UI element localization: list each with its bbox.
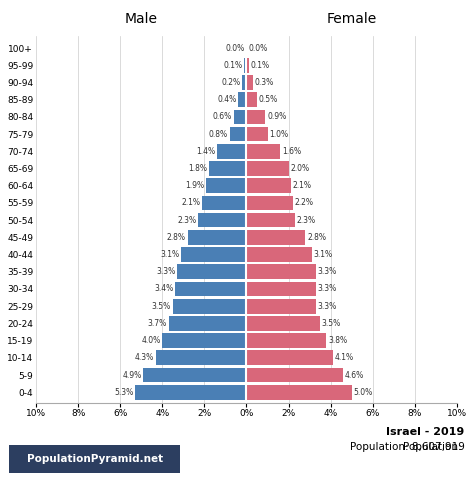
Text: 0.1%: 0.1% bbox=[250, 61, 269, 70]
Text: 0.6%: 0.6% bbox=[213, 112, 232, 121]
Bar bbox=[198, 213, 246, 228]
Bar bbox=[229, 127, 246, 141]
Text: 2.2%: 2.2% bbox=[294, 198, 313, 207]
Bar bbox=[238, 92, 246, 107]
Text: 3.5%: 3.5% bbox=[322, 319, 341, 328]
Text: 0.1%: 0.1% bbox=[224, 61, 243, 70]
Text: 4.6%: 4.6% bbox=[345, 370, 364, 380]
Bar bbox=[246, 333, 327, 348]
Bar bbox=[246, 264, 316, 279]
Text: 0.4%: 0.4% bbox=[217, 95, 237, 104]
Bar bbox=[156, 350, 246, 365]
Text: 5.3%: 5.3% bbox=[114, 388, 133, 397]
Bar bbox=[135, 385, 246, 400]
Bar bbox=[246, 144, 280, 159]
Text: 2.3%: 2.3% bbox=[297, 216, 316, 225]
Bar bbox=[175, 282, 246, 296]
Text: PopulationPyramid.net: PopulationPyramid.net bbox=[27, 454, 163, 464]
Text: 3.1%: 3.1% bbox=[313, 250, 333, 259]
Text: Population:: Population: bbox=[402, 442, 465, 452]
Bar bbox=[246, 230, 305, 245]
Text: Israel - 2019: Israel - 2019 bbox=[386, 427, 465, 437]
Text: 0.2%: 0.2% bbox=[221, 78, 241, 87]
Text: 3.3%: 3.3% bbox=[318, 284, 337, 293]
Bar bbox=[188, 230, 246, 245]
Bar bbox=[169, 316, 246, 331]
Text: 2.8%: 2.8% bbox=[307, 233, 326, 242]
Text: 1.9%: 1.9% bbox=[186, 181, 205, 190]
Text: 1.4%: 1.4% bbox=[196, 147, 215, 156]
Bar bbox=[246, 92, 257, 107]
Bar bbox=[246, 127, 267, 141]
Bar bbox=[217, 144, 246, 159]
Bar bbox=[162, 333, 246, 348]
Text: 4.1%: 4.1% bbox=[335, 353, 354, 362]
Text: 3.7%: 3.7% bbox=[148, 319, 167, 328]
Bar bbox=[242, 75, 246, 90]
Text: 0.9%: 0.9% bbox=[267, 112, 286, 121]
Text: 3.3%: 3.3% bbox=[318, 302, 337, 311]
Text: 1.8%: 1.8% bbox=[188, 164, 207, 173]
Bar bbox=[246, 213, 295, 228]
Text: 2.1%: 2.1% bbox=[182, 198, 201, 207]
Text: 0.0%: 0.0% bbox=[226, 43, 245, 53]
Bar bbox=[143, 368, 246, 382]
Text: 3.3%: 3.3% bbox=[318, 267, 337, 276]
Text: 0.3%: 0.3% bbox=[255, 78, 273, 87]
Text: 3.3%: 3.3% bbox=[156, 267, 175, 276]
Text: 3.4%: 3.4% bbox=[154, 284, 173, 293]
Text: 2.0%: 2.0% bbox=[290, 164, 310, 173]
Text: 2.3%: 2.3% bbox=[177, 216, 196, 225]
Bar bbox=[181, 247, 246, 262]
Text: 1.6%: 1.6% bbox=[282, 147, 301, 156]
Bar bbox=[209, 161, 246, 176]
Text: 0.5%: 0.5% bbox=[259, 95, 278, 104]
Text: 3.1%: 3.1% bbox=[160, 250, 180, 259]
Bar bbox=[177, 264, 246, 279]
Bar bbox=[246, 75, 253, 90]
Text: 4.0%: 4.0% bbox=[141, 336, 161, 345]
Bar bbox=[246, 178, 291, 193]
Bar bbox=[246, 350, 333, 365]
Bar bbox=[246, 316, 320, 331]
Text: 2.8%: 2.8% bbox=[167, 233, 186, 242]
Text: 3.8%: 3.8% bbox=[328, 336, 347, 345]
Bar bbox=[234, 109, 246, 124]
Text: 0.8%: 0.8% bbox=[209, 130, 228, 139]
Bar bbox=[246, 109, 265, 124]
Text: 4.9%: 4.9% bbox=[122, 370, 142, 380]
Bar bbox=[173, 299, 246, 314]
Bar bbox=[246, 247, 312, 262]
Text: 4.3%: 4.3% bbox=[135, 353, 154, 362]
Text: 0.0%: 0.0% bbox=[248, 43, 267, 53]
Bar bbox=[246, 282, 316, 296]
Bar bbox=[207, 178, 246, 193]
Text: Population: 8,607,919: Population: 8,607,919 bbox=[350, 442, 465, 452]
Bar bbox=[245, 58, 246, 73]
Text: 1.0%: 1.0% bbox=[269, 130, 288, 139]
Text: Male: Male bbox=[125, 12, 158, 26]
Bar bbox=[246, 161, 289, 176]
Bar bbox=[246, 385, 352, 400]
Text: 5.0%: 5.0% bbox=[354, 388, 373, 397]
Bar bbox=[246, 299, 316, 314]
Bar bbox=[246, 58, 248, 73]
Text: 2.1%: 2.1% bbox=[292, 181, 311, 190]
Text: 3.5%: 3.5% bbox=[152, 302, 171, 311]
Bar bbox=[246, 368, 343, 382]
Text: Female: Female bbox=[327, 12, 377, 26]
Bar bbox=[246, 196, 293, 210]
Bar bbox=[202, 196, 246, 210]
